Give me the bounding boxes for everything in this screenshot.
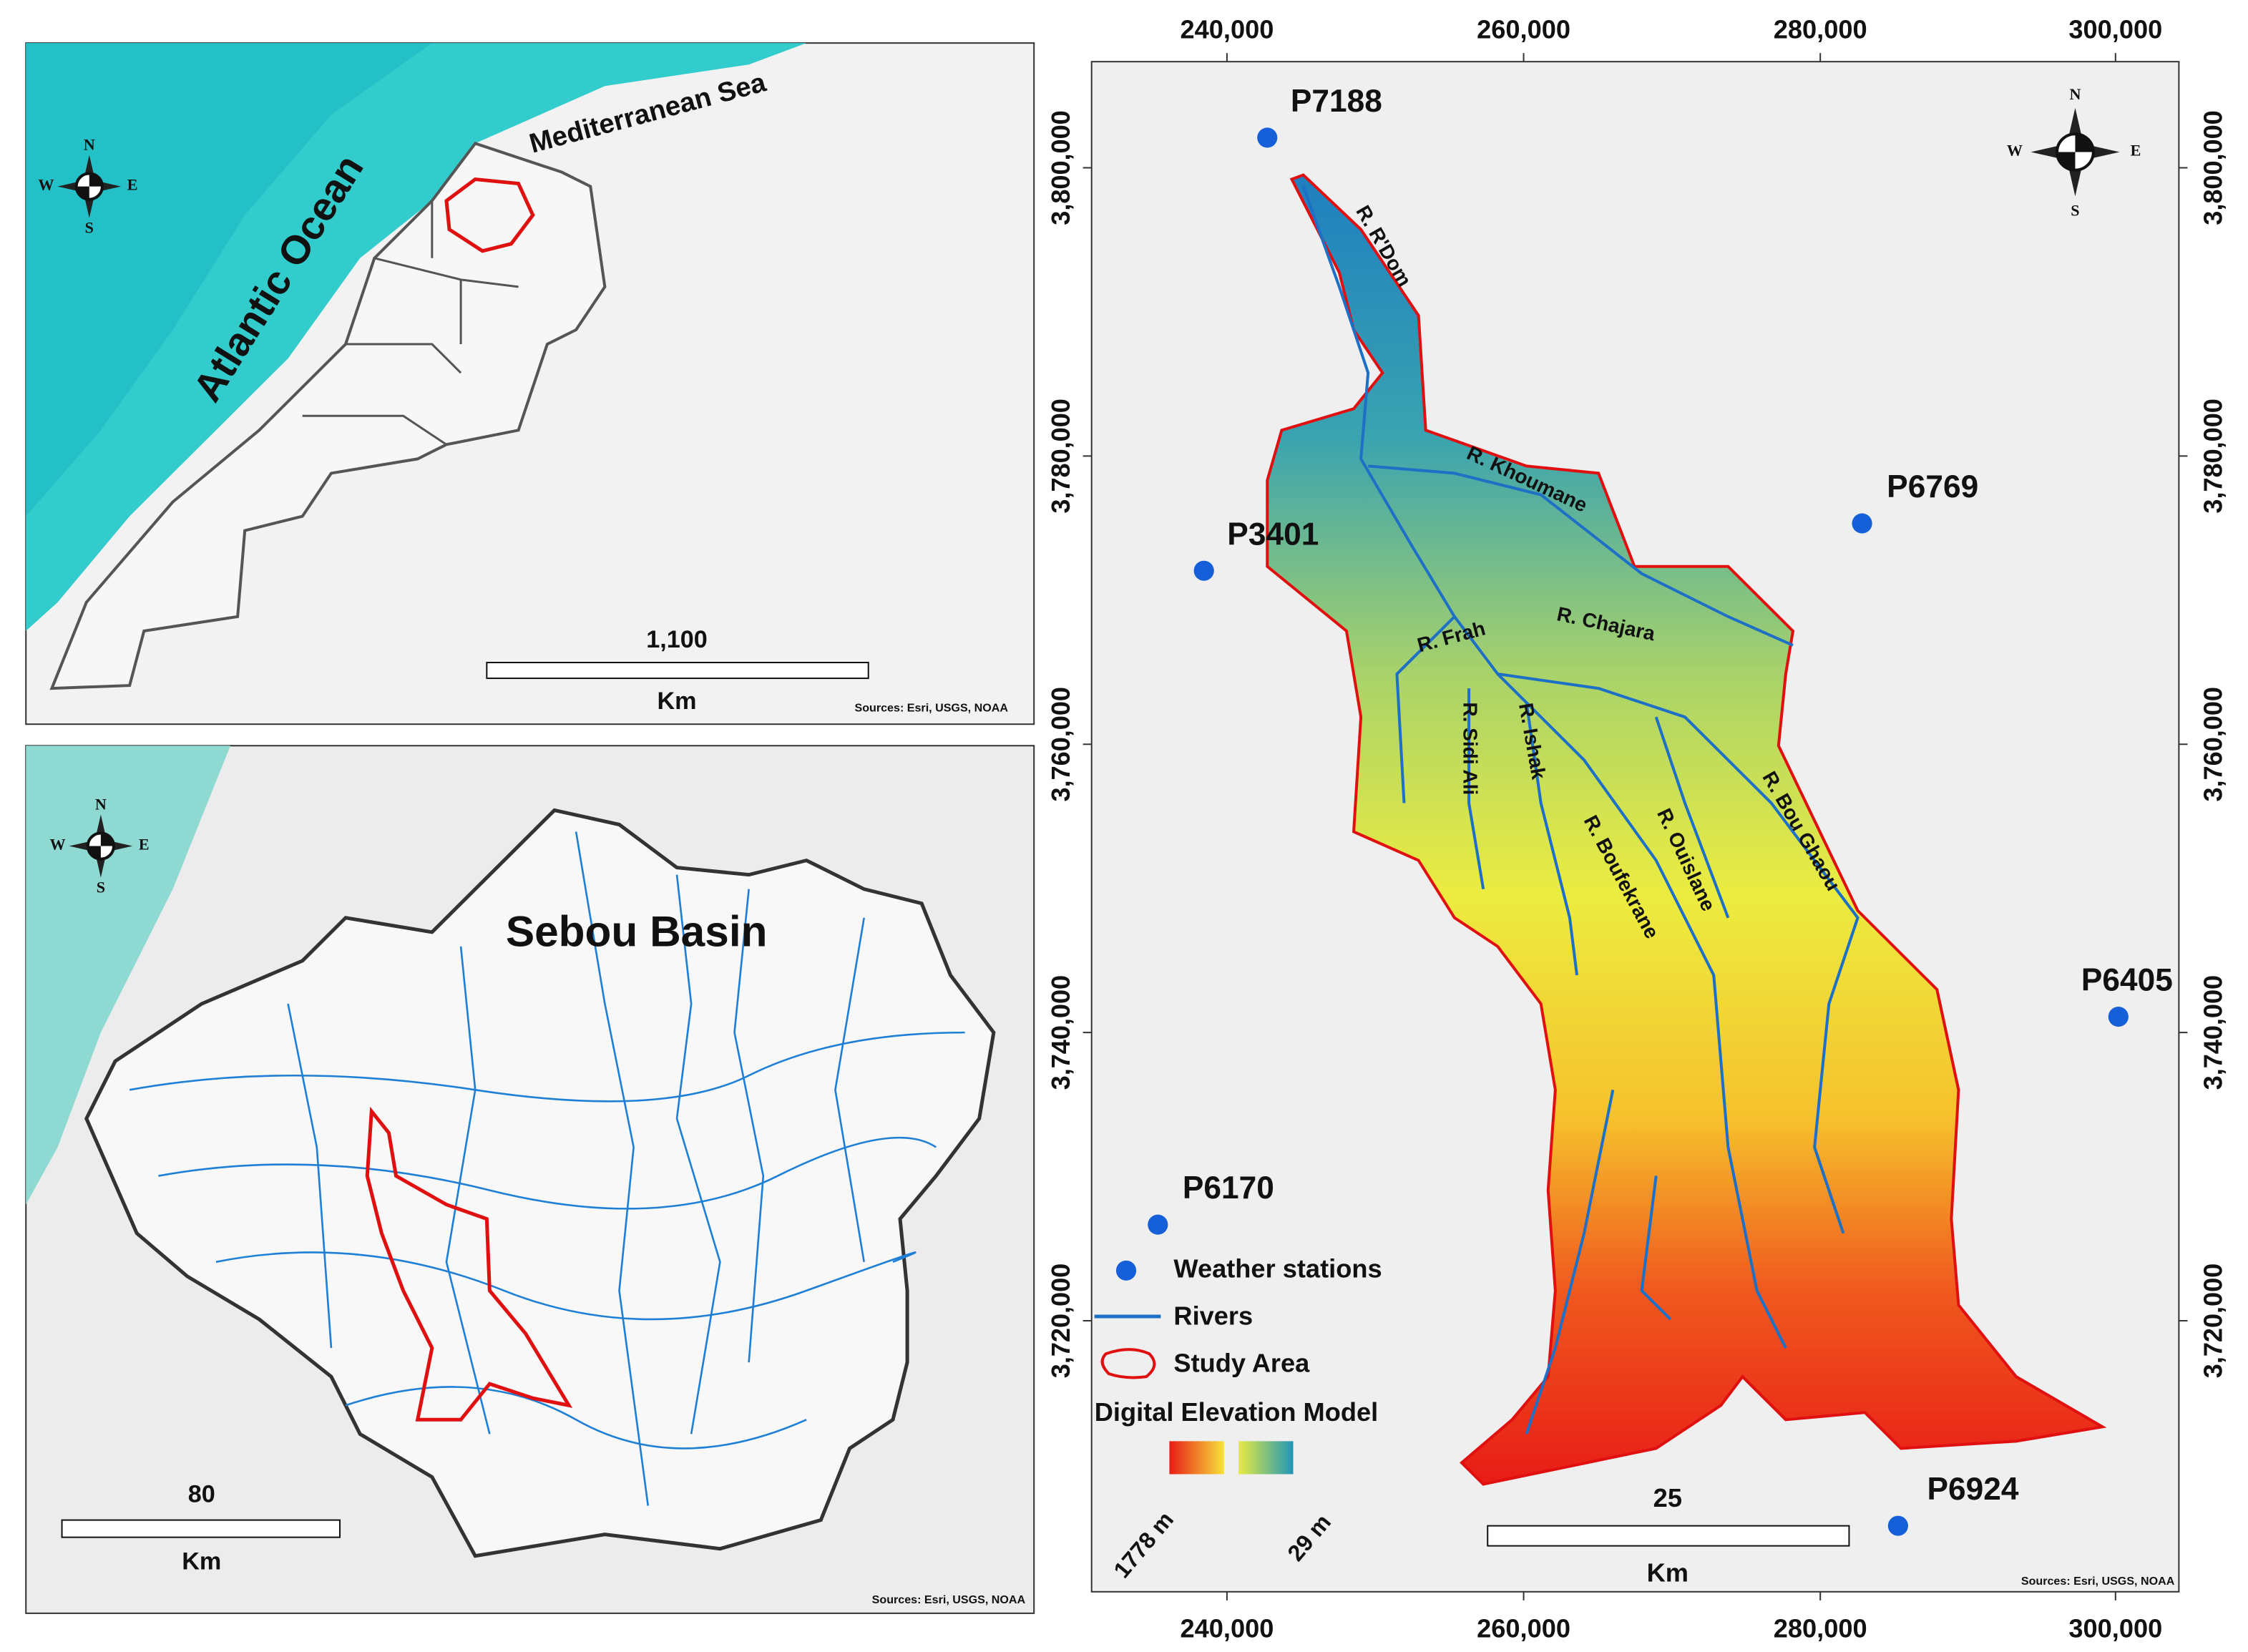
station [1193, 560, 1214, 581]
station [1887, 1515, 1908, 1536]
compass-letter: S [85, 219, 94, 237]
compass-letter: N [95, 796, 107, 813]
compass-letter: S [2071, 202, 2079, 220]
basin-panel [25, 745, 1035, 1614]
main-panel [1090, 61, 2180, 1593]
legend-label: Rivers [1173, 1301, 1253, 1331]
y-tick-label: 3,760,000 [2198, 687, 2227, 801]
compass-letter: S [97, 879, 105, 896]
compass-letter: N [84, 136, 95, 154]
legend-label: Weather stations [1173, 1253, 1382, 1283]
legend-station-symbol [1115, 1260, 1137, 1281]
x-tick-label: 280,000 [1774, 1614, 1867, 1643]
compass: N S W E [2007, 85, 2141, 220]
compass-letter: E [127, 176, 138, 194]
scale-distance: 80 [188, 1481, 215, 1508]
station [1257, 127, 1278, 148]
deep-ocean [26, 43, 432, 517]
y-tick-label: 3,800,000 [1046, 110, 1075, 225]
basin-outline [84, 808, 996, 1558]
compass-letter: N [2069, 85, 2081, 103]
x-tick-label: 280,000 [1774, 15, 1867, 44]
y-tick-label: 3,800,000 [2198, 110, 2227, 225]
station-label: P3401 [1227, 517, 1319, 552]
scale-bar [486, 662, 869, 680]
y-tick-label: 3,780,000 [1046, 399, 1075, 513]
y-tick-label: 3,740,000 [2198, 975, 2227, 1090]
x-tick-label: 240,000 [1180, 15, 1274, 44]
y-tick-label: 3,760,000 [1046, 687, 1075, 801]
compass: N S W E [49, 796, 149, 896]
scale-unit: Km [1647, 1558, 1689, 1587]
station-label: P7188 [1291, 84, 1382, 119]
station-label: P6170 [1183, 1170, 1274, 1206]
compass: N S W E [38, 136, 137, 237]
scale-bar [61, 1519, 341, 1538]
sources: Sources: Esri, USGS, NOAA [854, 701, 1008, 714]
river-label: R. Sidi Ali [1460, 702, 1482, 795]
station [2108, 1007, 2129, 1027]
overview-panel [25, 42, 1035, 725]
x-tick-label: 300,000 [2068, 1614, 2162, 1643]
scale-unit: Km [657, 688, 696, 715]
x-tick-label: 260,000 [1477, 1614, 1570, 1643]
study-area [1266, 173, 2107, 1486]
y-tick-label: 3,720,000 [1046, 1264, 1075, 1378]
x-tick-label: 260,000 [1477, 15, 1570, 44]
legend-title: Digital Elevation Model [1095, 1397, 1378, 1427]
x-tick-label: 300,000 [2068, 15, 2162, 44]
basin-rivers [129, 831, 965, 1506]
basin-outline [444, 177, 535, 253]
legend-dem-ramp-high [1169, 1441, 1224, 1475]
y-tick-label: 3,720,000 [2198, 1264, 2227, 1378]
scale-unit: Km [182, 1548, 221, 1575]
legend-dem-ramp-low [1238, 1441, 1294, 1475]
compass-quarters [2057, 134, 2093, 170]
station [1852, 513, 1872, 534]
sources: Sources: Esri, USGS, NOAA [2021, 1575, 2175, 1588]
compass-letter: E [2131, 142, 2141, 160]
y-tick-label: 3,780,000 [2198, 399, 2227, 513]
scale-bar [1487, 1525, 1850, 1547]
station-label: P6924 [1927, 1472, 2019, 1507]
basin-title: Sebou Basin [506, 907, 768, 956]
compass-letter: W [38, 176, 54, 194]
y-tick-label: 3,740,000 [1046, 975, 1075, 1090]
compass-letter: W [49, 836, 65, 854]
compass-letter: W [2007, 142, 2023, 160]
x-tick-label: 240,000 [1180, 1614, 1274, 1643]
compass-quarters [87, 833, 114, 859]
legend-study-area-symbol [1100, 1348, 1156, 1379]
region-borders [302, 200, 519, 446]
station-label: P6405 [2081, 963, 2173, 998]
scale-distance: 25 [1653, 1483, 1682, 1512]
compass-letter: E [139, 836, 150, 854]
legend-label: Study Area [1173, 1349, 1310, 1378]
sources: Sources: Esri, USGS, NOAA [872, 1593, 1026, 1606]
ocean [26, 746, 231, 1205]
station [1148, 1214, 1168, 1235]
scale-distance: 1,100 [646, 626, 708, 653]
compass-quarters [76, 173, 102, 200]
study-area-outline [365, 1106, 573, 1422]
rivers [1301, 185, 1860, 1434]
station-label: P6769 [1887, 469, 1978, 504]
